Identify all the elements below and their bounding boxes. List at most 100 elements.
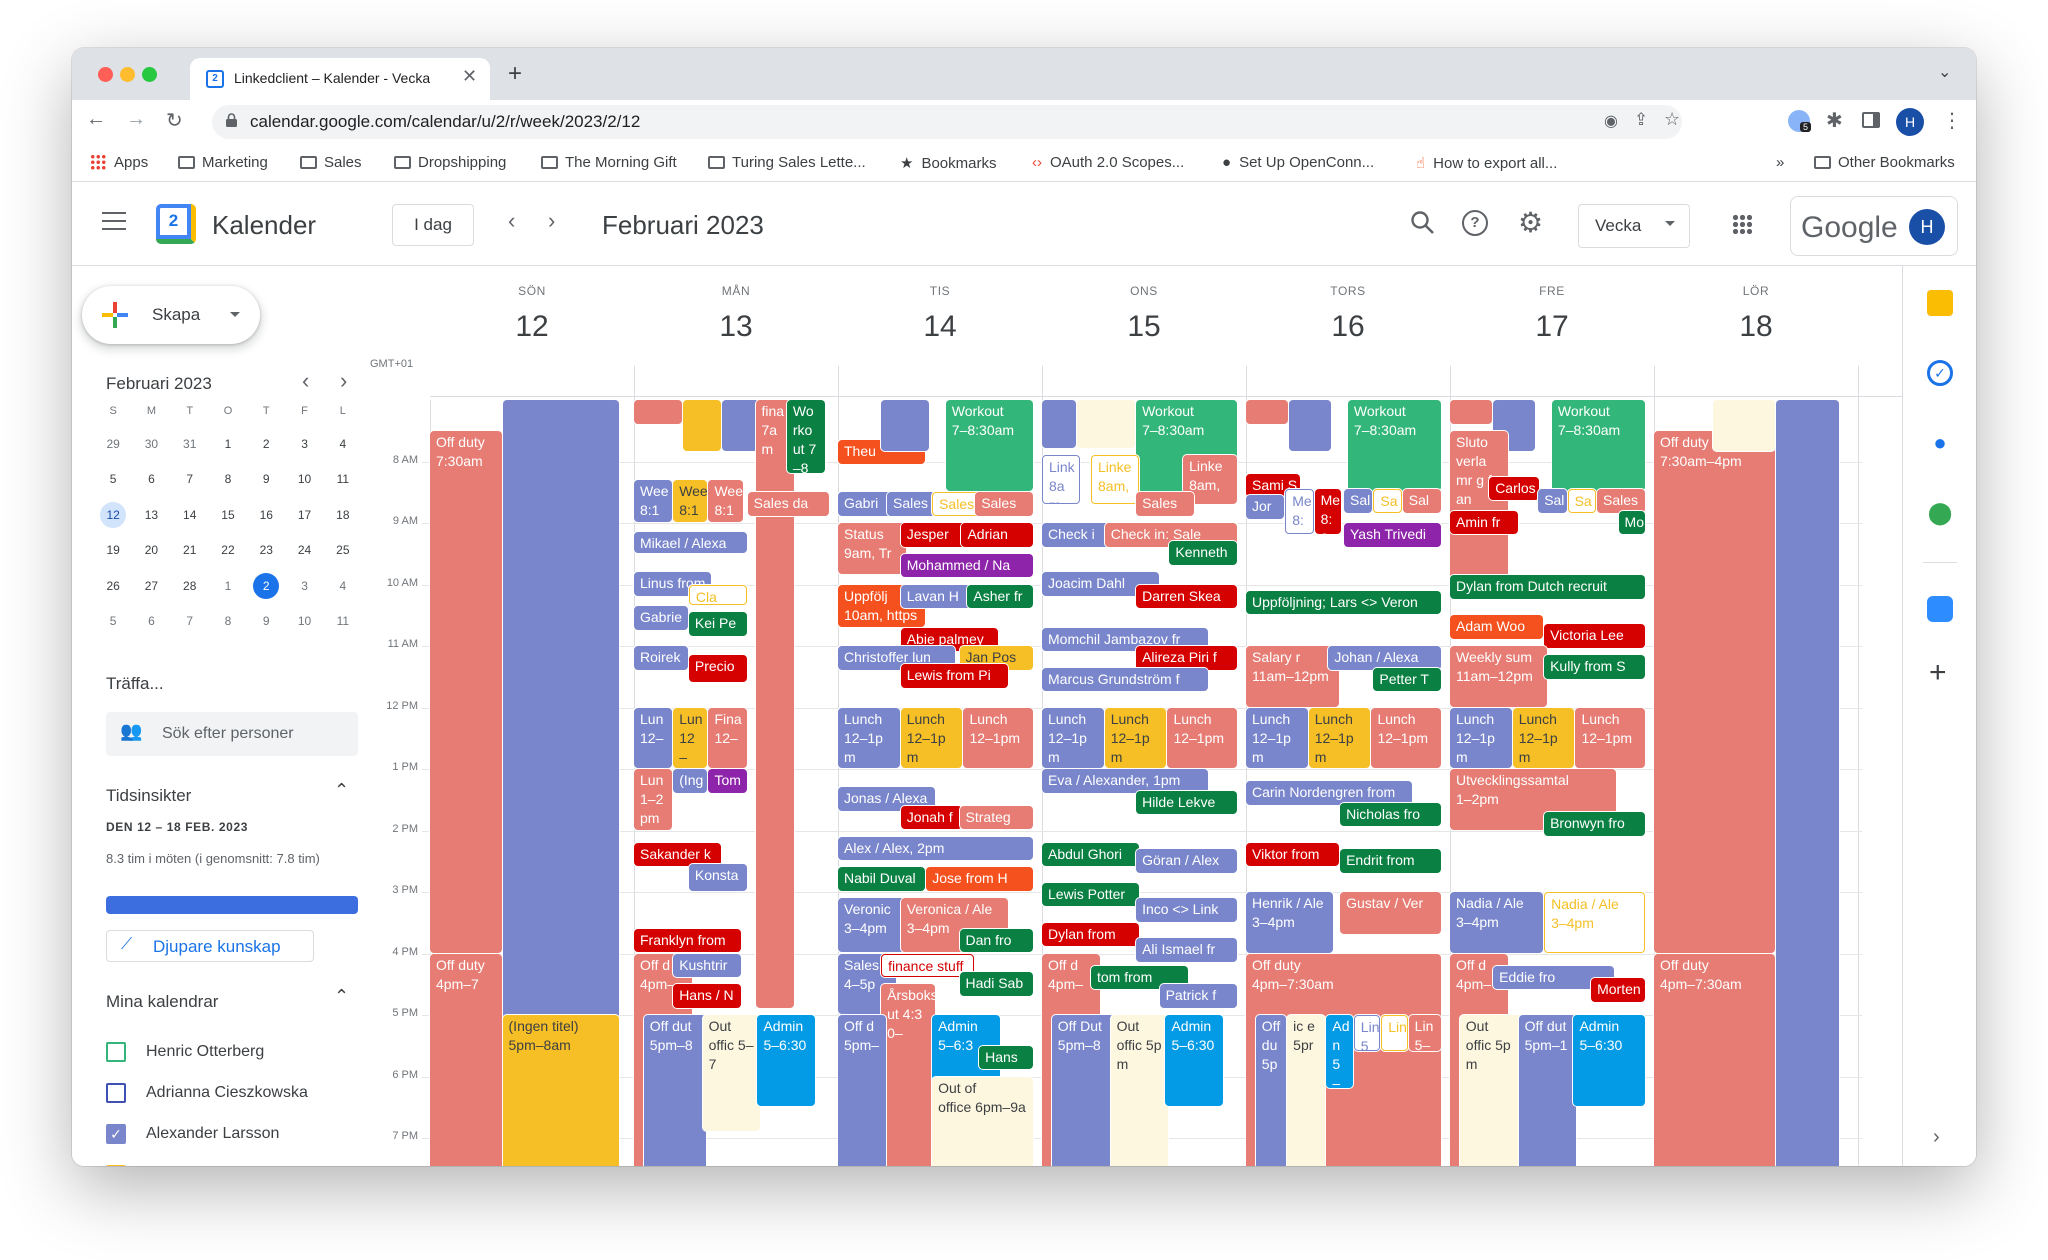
mini-day[interactable]: 10: [285, 462, 323, 498]
calendar-event[interactable]: Christoffer lun: [838, 646, 955, 670]
calendar-event[interactable]: [683, 400, 722, 452]
mini-day[interactable]: 13: [132, 497, 170, 533]
calendar-event[interactable]: Me 8:3: [1314, 489, 1342, 535]
calendar-event[interactable]: Admin 5–6:30: [1573, 1015, 1645, 1107]
mini-day[interactable]: 28: [171, 568, 209, 604]
calendar-event[interactable]: Off du 5p: [1255, 1015, 1287, 1166]
calendar-event[interactable]: Sakander k: [634, 842, 722, 867]
calendar-event[interactable]: Roirek: [634, 646, 688, 670]
bookmark-dropshipping[interactable]: Dropshipping: [394, 154, 506, 171]
calendar-event[interactable]: Gabri: [838, 492, 896, 516]
calendar-event[interactable]: Jor: [1246, 495, 1285, 519]
calendar-event[interactable]: Mo: [1618, 510, 1645, 535]
calendar-event[interactable]: Sa: [1373, 489, 1402, 513]
calendar-event[interactable]: Dan fro: [959, 928, 1033, 953]
calendar-event[interactable]: Out of office 6pm–9a: [932, 1076, 1033, 1166]
calendar-event[interactable]: Abdul Ghori: [1042, 842, 1139, 867]
calendar-event[interactable]: Salary r 11am–12pm: [1246, 646, 1340, 707]
mini-day[interactable]: 1: [209, 568, 247, 604]
calendar-event[interactable]: Lunch 12–1pm: [1104, 707, 1167, 768]
address-bar[interactable]: calendar.google.com/calendar/u/2/r/week/…: [212, 105, 1682, 139]
calendar-event[interactable]: Wee 8:15: [634, 479, 673, 522]
browser-tab[interactable]: 2 Linkedclient – Kalender - Vecka ✕: [190, 58, 490, 100]
calendar-event[interactable]: Dylan from Dutch recruit: [1450, 575, 1645, 599]
mini-day[interactable]: 9: [247, 462, 285, 498]
calendar-event[interactable]: Jose from H: [926, 867, 1033, 891]
calendar-event[interactable]: Ali Ismael fr: [1136, 938, 1237, 962]
calendar-event[interactable]: Hilde Lekve: [1136, 790, 1237, 815]
calendar-event[interactable]: Franklyn from: [634, 928, 741, 953]
bookmark-sales[interactable]: Sales: [300, 154, 362, 171]
calendar-event[interactable]: finance stuff: [881, 953, 975, 978]
mini-day[interactable]: 12: [94, 497, 132, 533]
calendar-event[interactable]: Lunch 12–1pm: [1167, 707, 1237, 768]
calendar-event[interactable]: Abie palmey: [900, 627, 998, 652]
bookmark-morning-gift[interactable]: The Morning Gift: [541, 154, 677, 171]
zoom-icon[interactable]: [1927, 596, 1953, 622]
bookmark-openconn[interactable]: ● Set Up OpenConn...: [1222, 154, 1374, 171]
calendar-event[interactable]: Off duty 4pm–7: [430, 953, 502, 1166]
calendar-event[interactable]: Mohammed / Na: [900, 553, 1033, 578]
mini-day[interactable]: 27: [132, 568, 170, 604]
calendar-event[interactable]: Sales: [887, 492, 935, 516]
mini-day[interactable]: 29: [94, 426, 132, 462]
calendar-event[interactable]: Victoria Lee: [1544, 624, 1645, 649]
calendar-event[interactable]: Workout 7–8:30am: [1347, 400, 1441, 492]
back-icon[interactable]: ←: [86, 108, 106, 130]
calendar-event[interactable]: Adrian: [961, 523, 1033, 547]
calendar-event[interactable]: Alireza Piri f: [1136, 646, 1237, 670]
next-week-icon[interactable]: ›: [548, 208, 556, 233]
calendar-event[interactable]: Lin 5–: [1408, 1015, 1441, 1051]
close-tab-icon[interactable]: ✕: [462, 66, 478, 86]
calendar-event[interactable]: Ad n 5–6:3: [1326, 1015, 1353, 1088]
mini-day[interactable]: 5: [94, 604, 132, 640]
calendar-event[interactable]: Admin 5–6:30: [1165, 1015, 1224, 1107]
forward-icon[interactable]: →: [126, 108, 146, 130]
calendar-event[interactable]: Göran / Alex: [1136, 848, 1237, 873]
calendar-event[interactable]: Off dut 5pm–8: [643, 1015, 706, 1166]
calendar-event[interactable]: Lewis from Pi: [900, 664, 1008, 689]
create-button[interactable]: Skapa: [82, 286, 260, 344]
calendar-event[interactable]: Lunch 12–1pm: [1575, 707, 1645, 768]
minimize-window-button[interactable]: [120, 67, 135, 82]
mini-day[interactable]: 18: [324, 497, 362, 533]
mini-day[interactable]: 8: [209, 462, 247, 498]
calendar-event[interactable]: Check i: [1042, 523, 1110, 547]
bookmark-turing[interactable]: Turing Sales Lette...: [708, 154, 866, 171]
mini-day[interactable]: 10: [285, 604, 323, 640]
calendar-event[interactable]: Lin: [1381, 1015, 1408, 1051]
calendar-event[interactable]: Asher fr: [967, 584, 1033, 609]
calendar-event[interactable]: Bronwyn fro: [1544, 812, 1645, 836]
calendar-event[interactable]: Wo rko ut 7–8: [786, 400, 826, 473]
calendar-event[interactable]: Lunch 12–1pm: [963, 707, 1033, 768]
calendar-event[interactable]: Johan / Alexa: [1328, 646, 1441, 670]
mini-day[interactable]: 17: [285, 497, 323, 533]
calendar-event[interactable]: Yash Trivedi: [1344, 523, 1441, 547]
day-number[interactable]: 17: [1535, 310, 1569, 343]
calendar-event[interactable]: [1450, 400, 1493, 424]
calendar-event[interactable]: [722, 400, 761, 452]
calendar-event[interactable]: Konsta: [688, 864, 747, 891]
mini-day[interactable]: 1: [209, 426, 247, 462]
mini-day[interactable]: 20: [132, 533, 170, 569]
calendar-event[interactable]: Tom: [708, 769, 747, 793]
mini-day[interactable]: 9: [247, 604, 285, 640]
mini-day[interactable]: 19: [94, 533, 132, 569]
calendar-event[interactable]: Lavan H: [900, 584, 975, 609]
calendar-event[interactable]: Alex / Alex, 2pm: [838, 836, 1033, 861]
tab-search-icon[interactable]: ⌄: [1938, 64, 1952, 81]
mini-day[interactable]: 22: [209, 533, 247, 569]
calendar-event[interactable]: Sluto verla mr g fran: [1450, 430, 1508, 584]
settings-icon[interactable]: ⚙: [1518, 207, 1544, 238]
calendar-list-item[interactable]: Henric Otterberg: [106, 1038, 346, 1068]
calendar-event[interactable]: Linke 8am,: [1091, 455, 1139, 504]
reload-icon[interactable]: ↻: [166, 110, 183, 132]
mini-day[interactable]: 5: [94, 462, 132, 498]
prev-week-icon[interactable]: ‹: [508, 208, 516, 233]
calendar-event[interactable]: Lunch 12–1pm: [1308, 707, 1371, 768]
calendar-event[interactable]: Gabrie: [634, 606, 688, 630]
calendar-event[interactable]: Lunch 12–1pm: [1450, 707, 1512, 768]
mini-day[interactable]: 14: [171, 497, 209, 533]
calendar-event[interactable]: Fina 12–: [708, 707, 747, 768]
calendar-event[interactable]: Eddie fro: [1493, 965, 1614, 990]
